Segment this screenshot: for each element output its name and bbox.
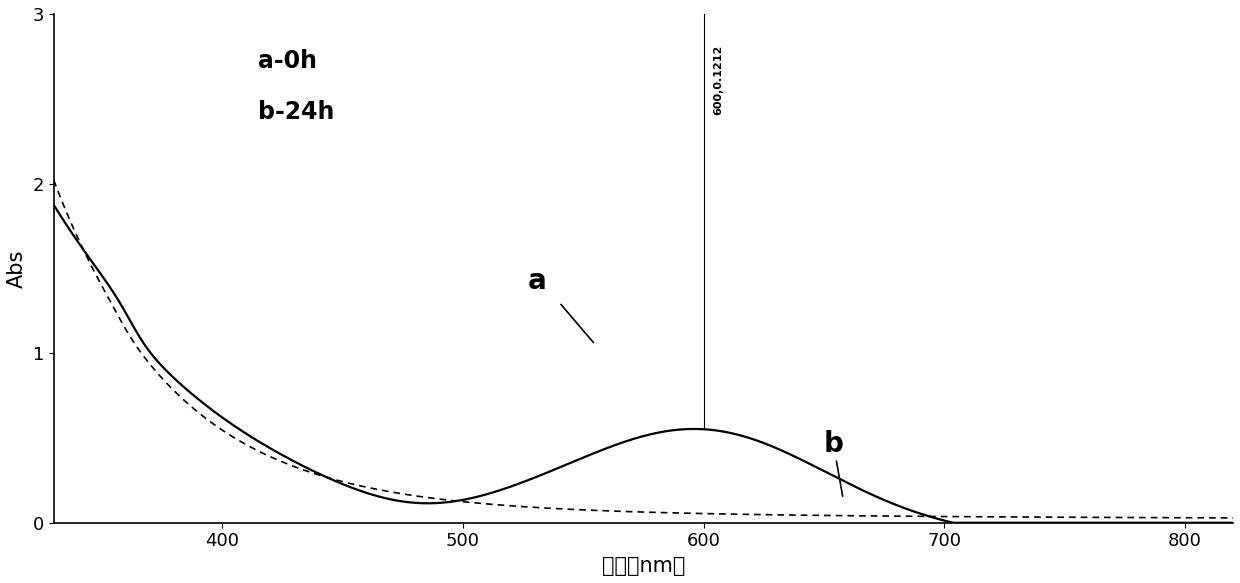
- Y-axis label: Abs: Abs: [7, 249, 27, 287]
- Text: a: a: [528, 266, 547, 295]
- Text: a-0h: a-0h: [258, 49, 317, 73]
- Text: b-24h: b-24h: [258, 100, 335, 124]
- X-axis label: 波长（nm）: 波长（nm）: [601, 556, 684, 576]
- Text: b: b: [823, 430, 843, 458]
- Text: 600,0.1212: 600,0.1212: [713, 44, 723, 115]
